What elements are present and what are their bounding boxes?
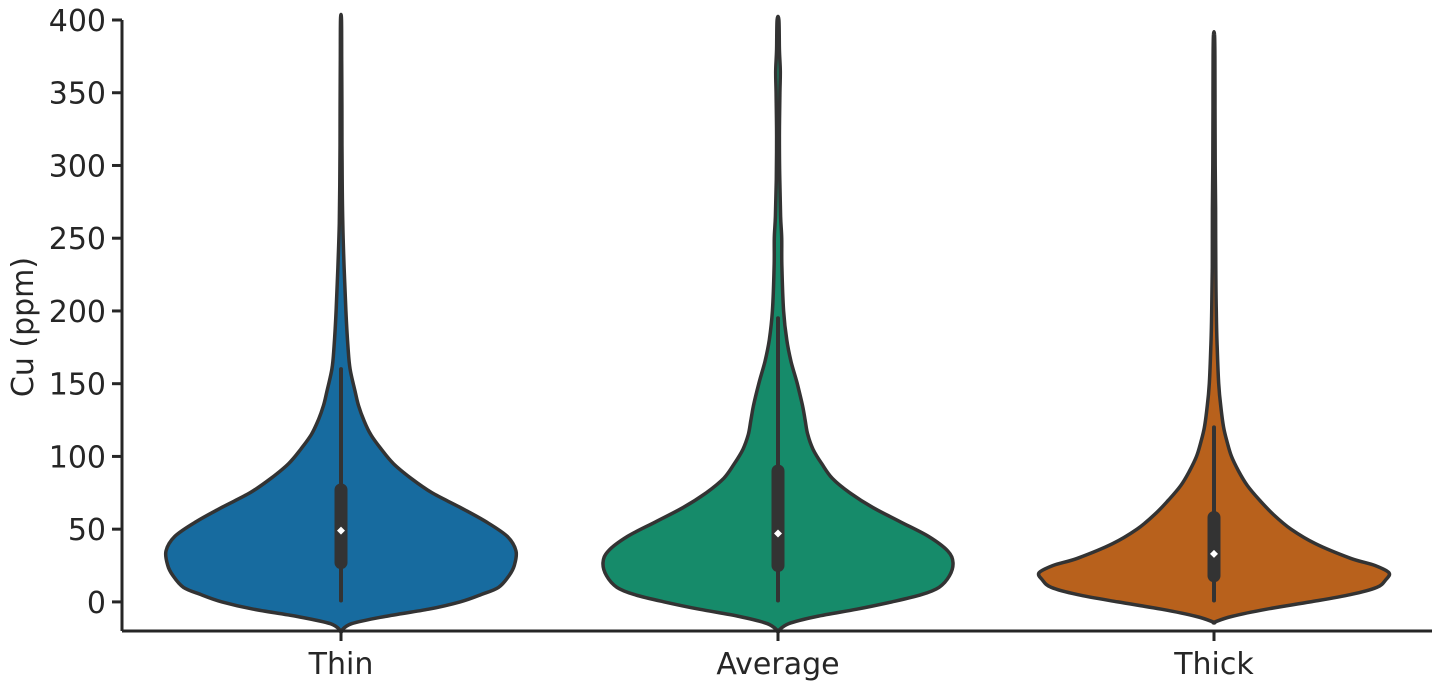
x-tick-label-thick: Thick — [1173, 647, 1254, 682]
violin-average — [601, 14, 955, 634]
y-tick-label: 250 — [49, 222, 106, 257]
median-marker — [1210, 549, 1218, 558]
y-tick-label: 50 — [68, 513, 106, 548]
y-tick-label: 400 — [49, 4, 106, 39]
y-tick-label: 150 — [49, 368, 106, 403]
violin-body — [1036, 30, 1392, 625]
y-axis: 0 50 100 150 200 250 300 350 400 — [49, 4, 124, 631]
violins-group — [163, 12, 1392, 634]
violin-body — [163, 12, 519, 634]
median-marker — [337, 526, 345, 535]
y-tick-label: 300 — [49, 149, 106, 184]
y-axis-title: Cu (ppm) — [6, 257, 41, 397]
x-tick-label-thin: Thin — [308, 647, 374, 682]
x-axis: Thin Average Thick — [122, 629, 1432, 682]
violin-thin — [163, 12, 519, 634]
y-tick-label: 200 — [49, 295, 106, 330]
median-marker — [774, 529, 782, 538]
x-tick-label-average: Average — [716, 647, 839, 682]
violin-thick — [1036, 30, 1392, 625]
y-tick-label: 100 — [49, 440, 106, 475]
y-tick-label: 350 — [49, 77, 106, 112]
y-tick-label: 0 — [87, 586, 106, 621]
